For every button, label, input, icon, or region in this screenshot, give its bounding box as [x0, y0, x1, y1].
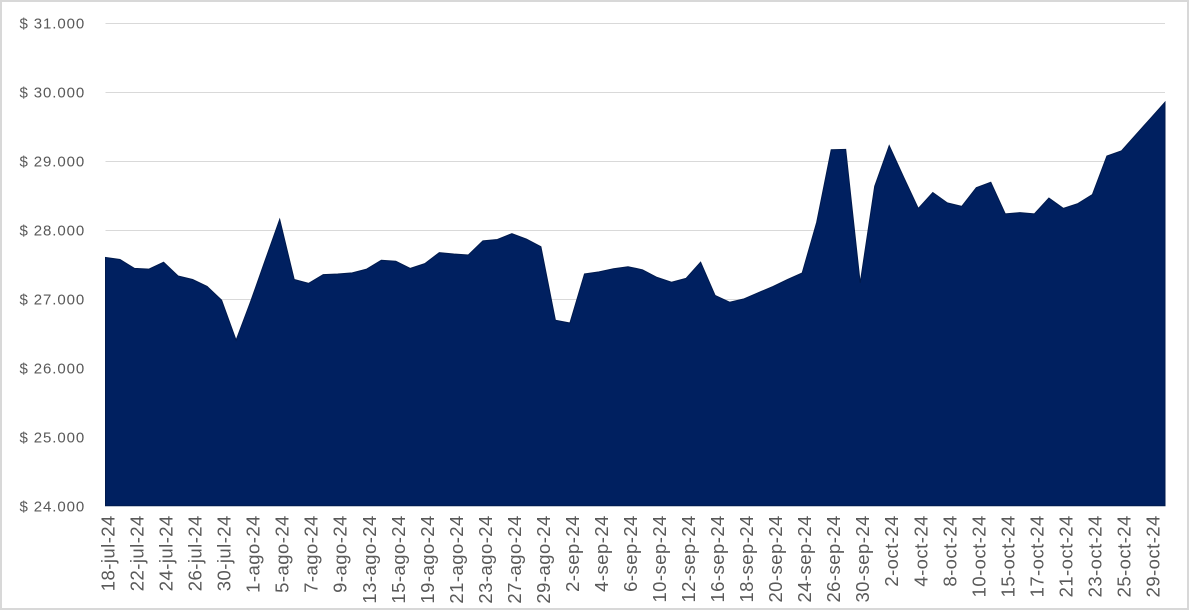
svg-text:$ 24.000: $ 24.000 — [20, 498, 86, 515]
svg-text:12-sep-24: 12-sep-24 — [678, 515, 699, 602]
svg-text:24-jul-24: 24-jul-24 — [156, 515, 177, 591]
svg-text:13-ago-24: 13-ago-24 — [359, 515, 380, 603]
svg-text:2-oct-24: 2-oct-24 — [881, 515, 902, 586]
svg-text:26-jul-24: 26-jul-24 — [185, 515, 206, 591]
svg-text:30-jul-24: 30-jul-24 — [214, 515, 235, 591]
svg-text:10-sep-24: 10-sep-24 — [649, 515, 670, 602]
svg-text:19-ago-24: 19-ago-24 — [417, 515, 438, 603]
svg-text:$ 28.000: $ 28.000 — [20, 222, 86, 239]
svg-text:9-ago-24: 9-ago-24 — [330, 515, 351, 593]
svg-text:16-sep-24: 16-sep-24 — [707, 515, 728, 602]
svg-text:$ 30.000: $ 30.000 — [20, 84, 86, 101]
svg-text:29-ago-24: 29-ago-24 — [533, 515, 554, 603]
svg-text:18-sep-24: 18-sep-24 — [736, 515, 757, 602]
svg-text:15-oct-24: 15-oct-24 — [997, 515, 1018, 597]
svg-text:$ 27.000: $ 27.000 — [20, 291, 86, 308]
svg-text:22-jul-24: 22-jul-24 — [127, 515, 148, 591]
svg-text:$ 25.000: $ 25.000 — [20, 429, 86, 446]
svg-text:4-sep-24: 4-sep-24 — [591, 515, 612, 592]
svg-text:23-ago-24: 23-ago-24 — [475, 515, 496, 603]
svg-text:24-sep-24: 24-sep-24 — [794, 515, 815, 602]
svg-text:27-ago-24: 27-ago-24 — [504, 515, 525, 603]
svg-text:10-oct-24: 10-oct-24 — [968, 515, 989, 597]
svg-text:$ 26.000: $ 26.000 — [20, 360, 86, 377]
svg-text:$ 29.000: $ 29.000 — [20, 153, 86, 170]
svg-text:5-ago-24: 5-ago-24 — [272, 515, 293, 593]
svg-text:6-sep-24: 6-sep-24 — [620, 515, 641, 592]
svg-text:21-ago-24: 21-ago-24 — [446, 515, 467, 603]
svg-text:1-ago-24: 1-ago-24 — [243, 515, 264, 593]
svg-text:29-oct-24: 29-oct-24 — [1142, 515, 1163, 597]
svg-text:2-sep-24: 2-sep-24 — [562, 515, 583, 592]
svg-text:21-oct-24: 21-oct-24 — [1055, 515, 1076, 597]
svg-text:8-oct-24: 8-oct-24 — [939, 515, 960, 586]
svg-text:4-oct-24: 4-oct-24 — [910, 515, 931, 586]
svg-text:17-oct-24: 17-oct-24 — [1026, 515, 1047, 597]
svg-text:15-ago-24: 15-ago-24 — [388, 515, 409, 603]
svg-text:23-oct-24: 23-oct-24 — [1084, 515, 1105, 597]
svg-text:$ 31.000: $ 31.000 — [20, 15, 86, 32]
svg-text:30-sep-24: 30-sep-24 — [852, 515, 873, 602]
svg-text:18-jul-24: 18-jul-24 — [98, 515, 119, 591]
svg-text:26-sep-24: 26-sep-24 — [823, 515, 844, 602]
svg-text:20-sep-24: 20-sep-24 — [765, 515, 786, 602]
svg-text:7-ago-24: 7-ago-24 — [301, 515, 322, 593]
svg-text:25-oct-24: 25-oct-24 — [1113, 515, 1134, 597]
